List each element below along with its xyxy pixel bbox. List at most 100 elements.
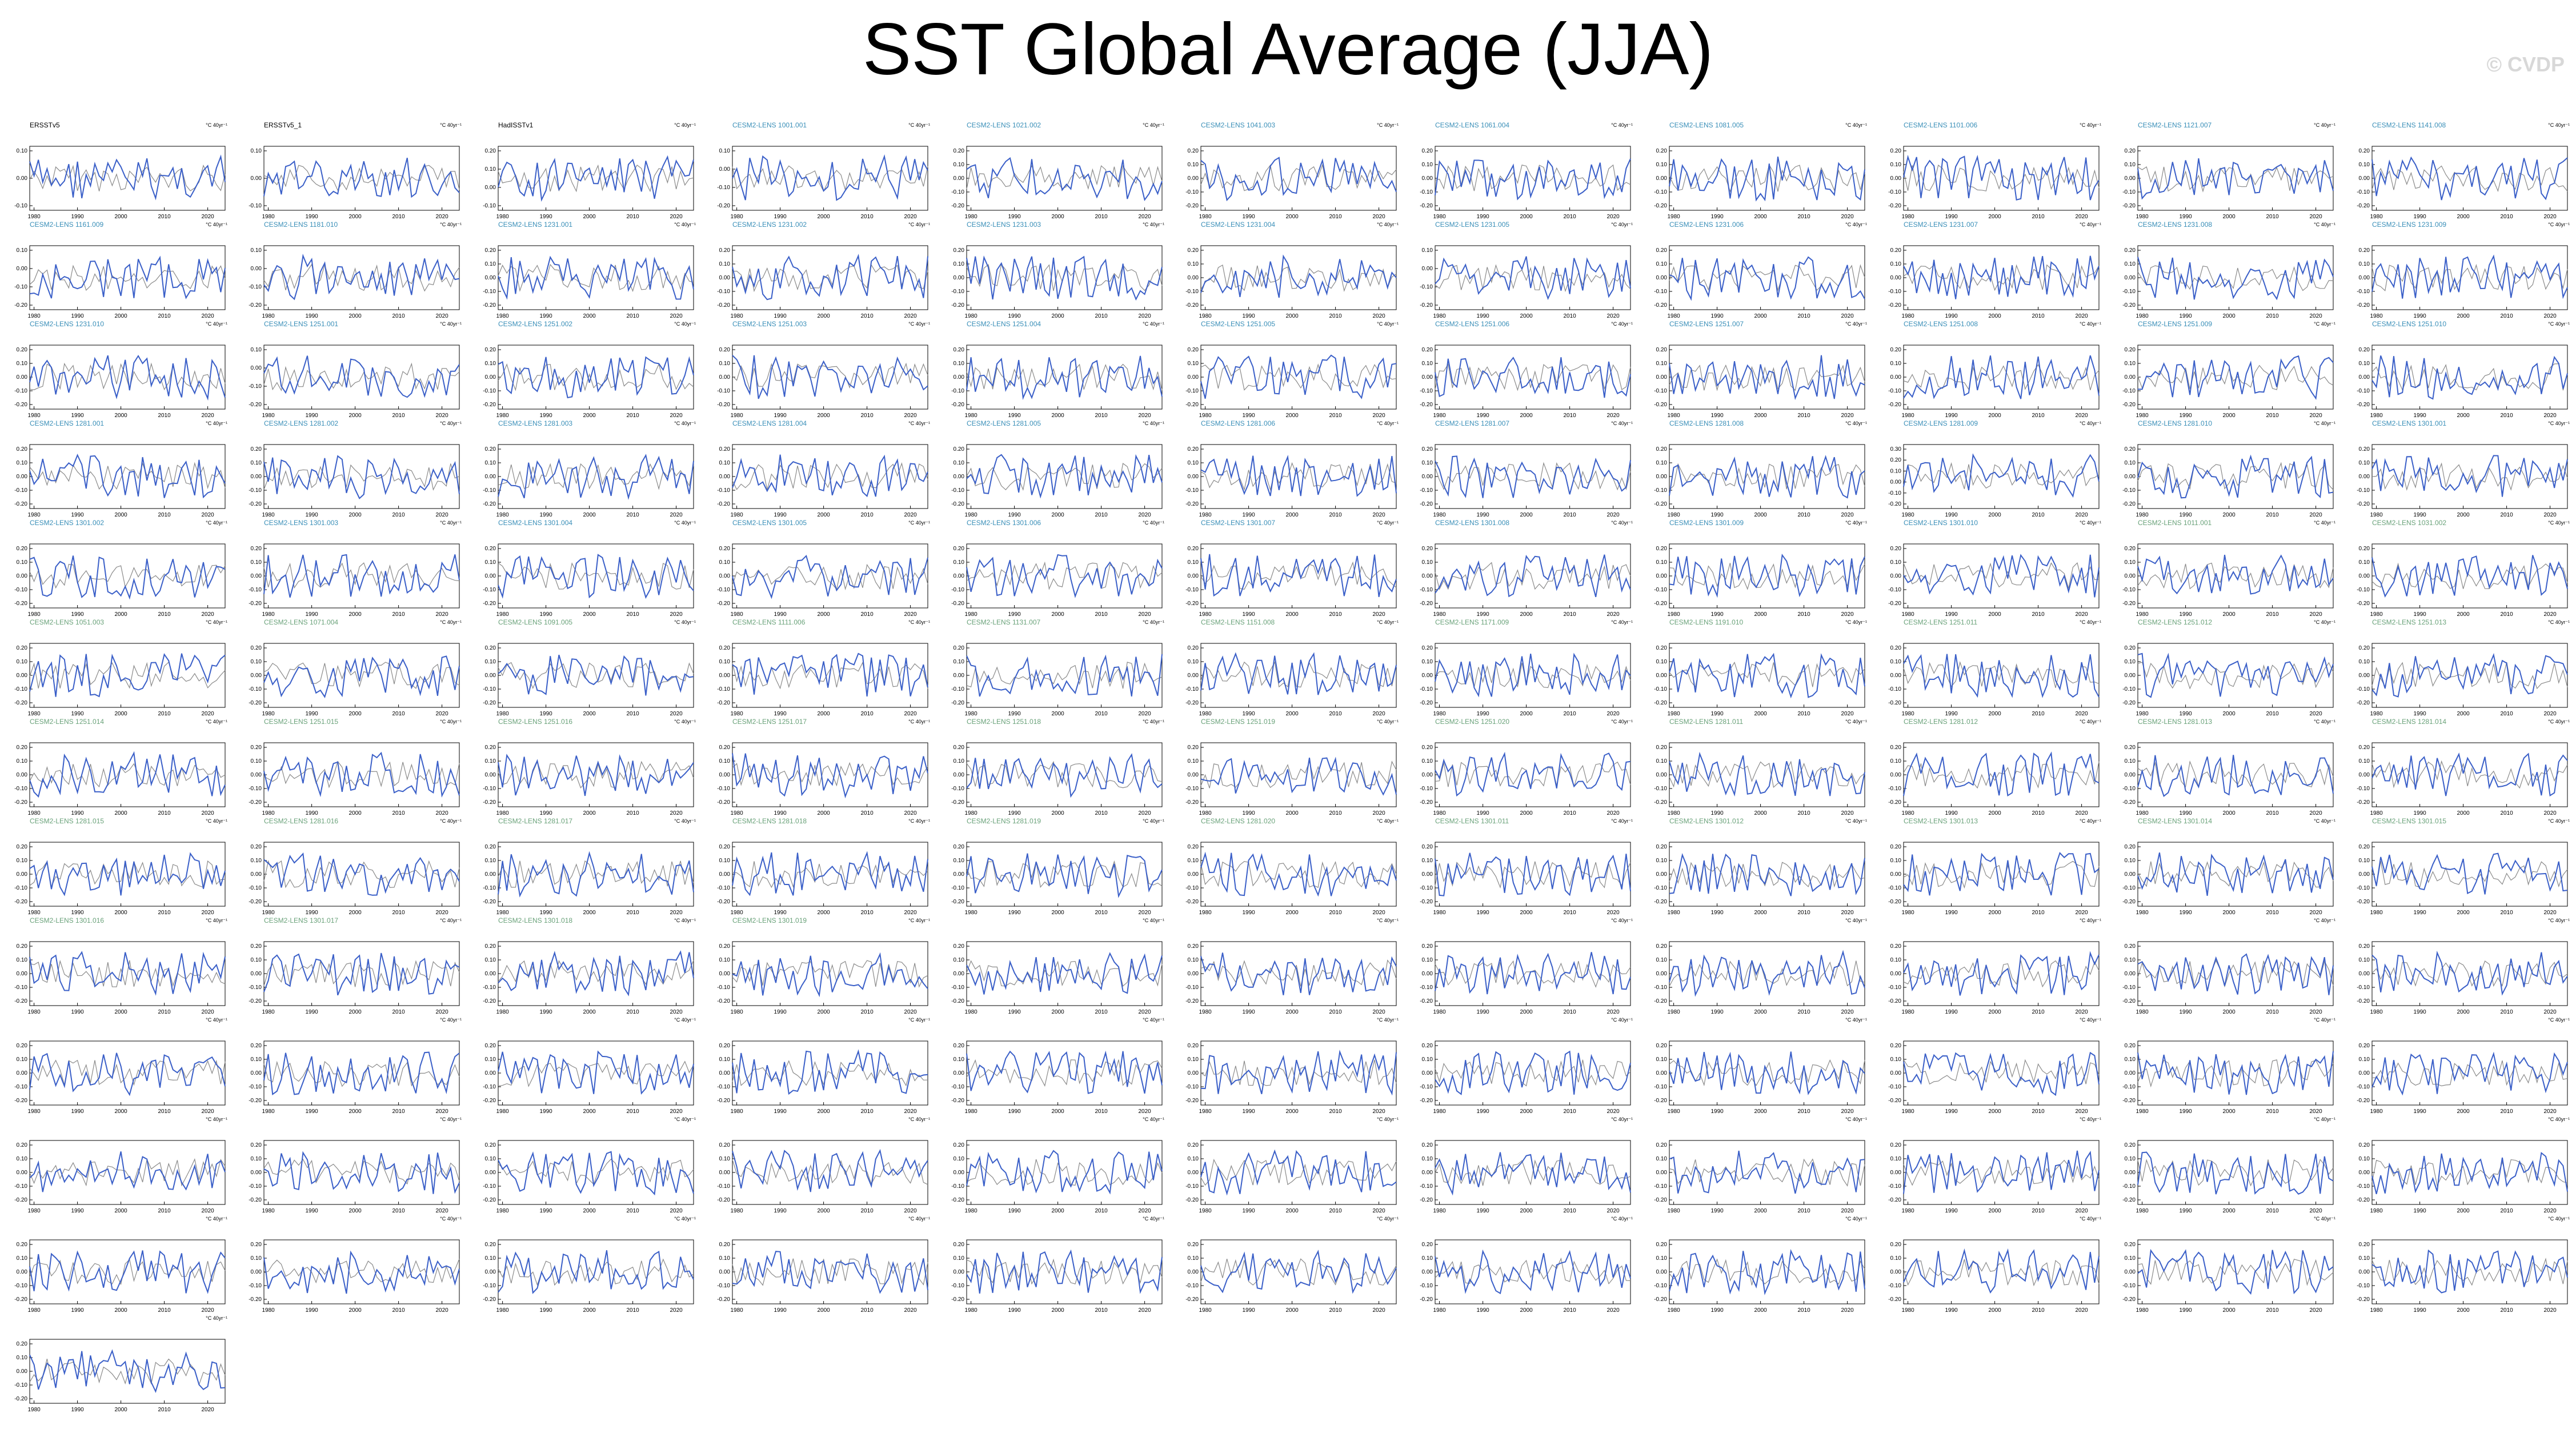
x-tick-label: 1980: [262, 910, 275, 916]
y-tick-label: -0.20: [249, 700, 262, 706]
y-tick-label: -0.10: [483, 885, 496, 891]
panel-units: °C 40yr⁻¹: [1377, 520, 1399, 526]
x-tick-label: 2000: [114, 611, 127, 618]
y-tick-label: 0.00: [1656, 1170, 1668, 1176]
x-tick-label: 2020: [1138, 313, 1151, 319]
y-tick-label: -0.10: [1888, 1084, 1901, 1090]
reference-series-line: [2371, 860, 2568, 888]
x-tick-label: 2010: [158, 1208, 171, 1214]
x-tick-label: 2020: [1607, 1307, 1620, 1314]
y-tick-label: -0.10: [2357, 885, 2370, 891]
reference-series-line: [1903, 562, 2100, 589]
x-tick-label: 2000: [2222, 711, 2236, 717]
y-tick-label: 0.00: [1188, 871, 1199, 878]
panel-units: °C 40yr⁻¹: [440, 619, 462, 625]
x-tick-label: 1990: [71, 1009, 84, 1015]
reference-series-line: [1903, 364, 2100, 391]
x-tick-label: 2000: [583, 313, 596, 319]
y-tick-label: 0.20: [17, 844, 28, 850]
y-tick-label: -0.10: [951, 289, 964, 295]
panel-title: CESM2-LENS 1101.006: [1904, 121, 1978, 129]
y-tick-label: -0.20: [1654, 799, 1667, 806]
x-tick-label: 1990: [1242, 512, 1255, 518]
y-tick-label: -0.20: [717, 402, 730, 408]
y-tick-label: 0.00: [954, 474, 965, 480]
x-tick-label: 1990: [539, 711, 552, 717]
x-tick-label: 1990: [1945, 611, 1958, 618]
y-tick-label: -0.10: [951, 189, 964, 195]
y-tick-label: 0.00: [719, 1269, 731, 1275]
y-tick-label: 0.10: [17, 858, 28, 864]
x-tick-label: 1980: [2370, 611, 2383, 618]
panel-units: °C 40yr⁻¹: [1845, 520, 1867, 526]
y-tick-label: 0.20: [17, 645, 28, 651]
y-tick-label: 0.10: [17, 957, 28, 963]
y-tick-label: 0.20: [954, 1242, 965, 1248]
x-tick-label: 2020: [2075, 214, 2088, 220]
x-tick-label: 1990: [305, 611, 318, 618]
y-tick-label: 0.00: [2125, 871, 2136, 878]
x-tick-label: 1990: [1945, 810, 1958, 816]
x-tick-label: 2010: [2032, 214, 2045, 220]
y-tick-label: 0.20: [17, 744, 28, 751]
x-tick-label: 1980: [496, 1108, 509, 1115]
y-tick-label: 0.00: [1656, 474, 1668, 480]
panel-title: CESM2-LENS 1301.019: [732, 916, 807, 924]
x-tick-label: 2020: [1372, 512, 1385, 518]
timeseries-panel: CESM2-LENS 1301.009 °C 40yr⁻¹ 0.20 0.10 0.00…: [1640, 519, 1874, 618]
y-tick-label: -0.20: [2357, 1296, 2370, 1303]
y-tick-label: 0.20: [251, 943, 262, 950]
y-tick-label: 0.20: [251, 645, 262, 651]
reference-series-line: [1435, 1159, 1631, 1186]
sst-series-line: [1435, 1050, 1631, 1095]
y-tick-label: 0.00: [251, 871, 262, 878]
x-tick-label: 1990: [71, 810, 84, 816]
x-tick-label: 2010: [392, 413, 405, 419]
x-tick-label: 1980: [1433, 1208, 1446, 1214]
timeseries-panel: °C 40yr⁻¹ 0.20 0.10 0.00 -0.10 -0.20 1980 1990 2…: [0, 1215, 234, 1314]
y-tick-label: 0.00: [954, 772, 965, 778]
panel-units: °C 40yr⁻¹: [674, 619, 696, 625]
panel-units: °C 40yr⁻¹: [440, 719, 462, 724]
x-tick-label: 1980: [730, 512, 743, 518]
y-tick-label: 0.10: [719, 261, 731, 267]
panel-units: °C 40yr⁻¹: [1377, 1216, 1399, 1222]
x-tick-label: 1980: [1901, 910, 1914, 916]
x-tick-label: 2000: [817, 413, 830, 419]
x-tick-label: 2010: [2500, 1307, 2513, 1314]
x-tick-label: 1980: [27, 1307, 41, 1314]
timeseries-panel: CESM2-LENS 1151.008 °C 40yr⁻¹ 0.20 0.10 0.00…: [1171, 618, 1405, 718]
x-tick-label: 1980: [730, 313, 743, 319]
panel-title: CESM2-LENS 1281.007: [1435, 419, 1510, 427]
x-tick-label: 2010: [1329, 1208, 1342, 1214]
y-tick-label: 0.10: [1422, 1056, 1433, 1063]
y-tick-label: 0.20: [485, 446, 496, 453]
y-tick-label: -0.10: [2357, 189, 2370, 195]
y-tick-label: 0.00: [954, 673, 965, 679]
x-tick-label: 2020: [2075, 313, 2088, 319]
panel-units: °C 40yr⁻¹: [674, 321, 696, 327]
x-tick-label: 2010: [158, 910, 171, 916]
reference-series-line: [966, 1059, 1163, 1087]
plot-frame: [263, 1140, 460, 1205]
sst-series-line: [263, 1151, 460, 1194]
y-tick-label: 0.00: [2359, 772, 2370, 778]
y-tick-label: 0.10: [954, 559, 965, 566]
timeseries-panel: CESM2-LENS 1301.007 °C 40yr⁻¹ 0.20 0.10 0.00…: [1171, 519, 1405, 618]
y-tick-label: -0.20: [717, 899, 730, 905]
plot-frame: [263, 146, 460, 211]
y-tick-label: 0.10: [954, 361, 965, 367]
panel-units: °C 40yr⁻¹: [2080, 421, 2101, 426]
x-tick-label: 1980: [496, 1208, 509, 1214]
x-tick-label: 2010: [392, 313, 405, 319]
y-tick-label: -0.20: [1654, 1197, 1667, 1203]
panel-units: °C 40yr⁻¹: [1845, 1017, 1867, 1023]
y-tick-label: -0.20: [1654, 601, 1667, 607]
timeseries-panel: °C 40yr⁻¹ 0.20 0.10 0.00 -0.10 -0.20 1980 1990 2…: [2342, 1115, 2576, 1215]
panel-units: °C 40yr⁻¹: [206, 321, 227, 327]
sst-series-line: [2371, 455, 2568, 497]
